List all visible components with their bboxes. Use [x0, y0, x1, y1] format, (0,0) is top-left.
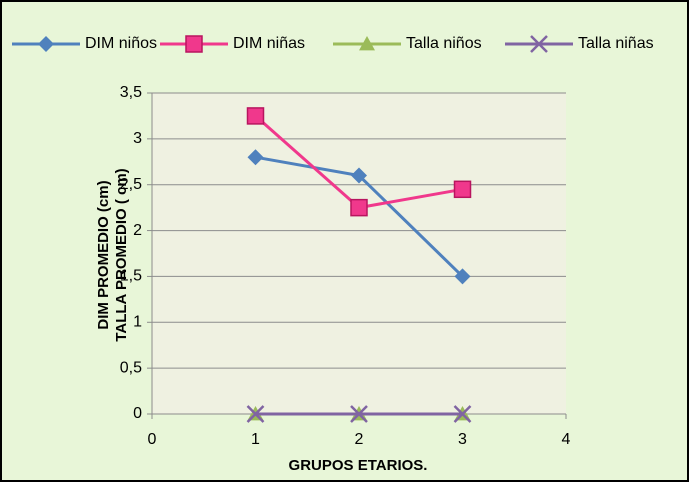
data-point — [453, 405, 472, 423]
legend-marker — [185, 35, 203, 53]
y-tick-label: 0,5 — [120, 359, 142, 376]
legend-marker — [530, 35, 548, 53]
x-tick-label: 4 — [562, 431, 571, 448]
y-tick-label: 3,5 — [120, 84, 142, 101]
y-tick-label: 3 — [133, 130, 142, 147]
x-tick-label: 2 — [355, 431, 364, 448]
y-axis-label: TALLA PROMEDIO ( cm) — [113, 168, 130, 341]
x-axis-label: GRUPOS ETARIOS. — [289, 457, 428, 474]
legend-label: Talla niños — [406, 35, 482, 52]
data-point — [351, 167, 367, 184]
legend-marker — [359, 36, 375, 51]
data-point — [454, 268, 471, 285]
x-tick-label: 1 — [251, 431, 260, 448]
legend-marker — [38, 36, 54, 52]
data-point — [350, 405, 368, 423]
y-tick-label: 2 — [133, 222, 142, 239]
data-point — [453, 180, 472, 199]
data-point — [246, 405, 265, 423]
x-tick-label: 0 — [148, 431, 157, 448]
y-tick-label: 1 — [133, 314, 142, 331]
y-tick-label: 1,5 — [120, 268, 142, 285]
legend-label: DIM niños — [85, 35, 157, 52]
y-tick-label: 2,5 — [120, 176, 142, 193]
x-tick-label: 3 — [458, 431, 467, 448]
data-point — [246, 107, 265, 125]
legend-label: Talla niñas — [578, 35, 654, 52]
data-point — [247, 149, 264, 166]
legend-label: DIM niñas — [233, 35, 305, 52]
plot-area — [152, 93, 566, 414]
data-point — [350, 198, 368, 217]
y-axis-label: DIM PROMEDIO (cm) — [95, 180, 112, 329]
y-tick-label: 0 — [133, 405, 142, 422]
